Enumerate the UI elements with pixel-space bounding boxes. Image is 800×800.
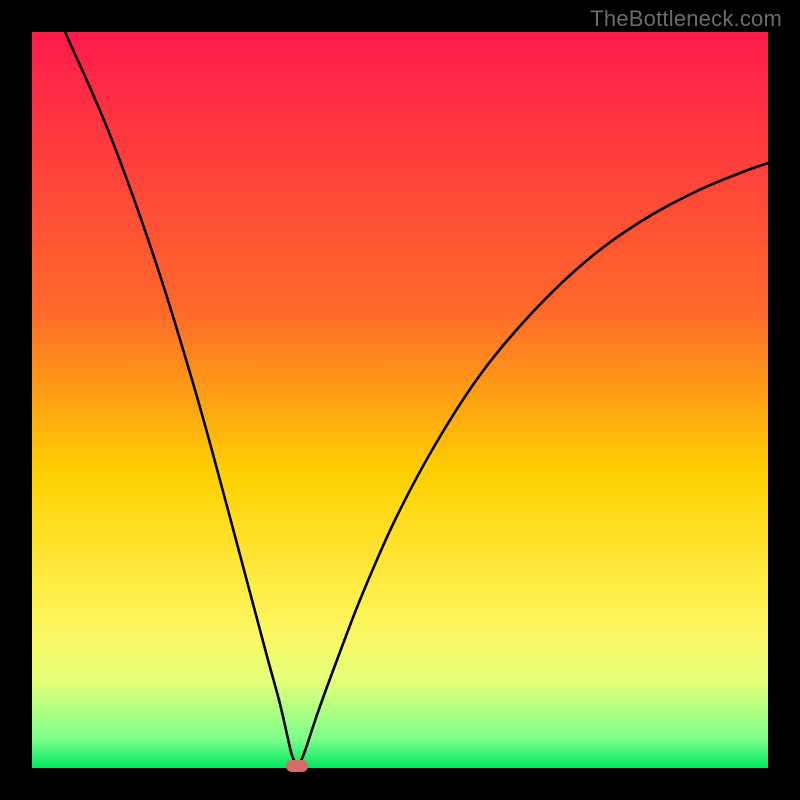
watermark: TheBottleneck.com <box>590 6 782 32</box>
plot-area <box>32 32 768 768</box>
optimal-marker <box>286 760 308 772</box>
bottleneck-curve <box>32 32 768 768</box>
